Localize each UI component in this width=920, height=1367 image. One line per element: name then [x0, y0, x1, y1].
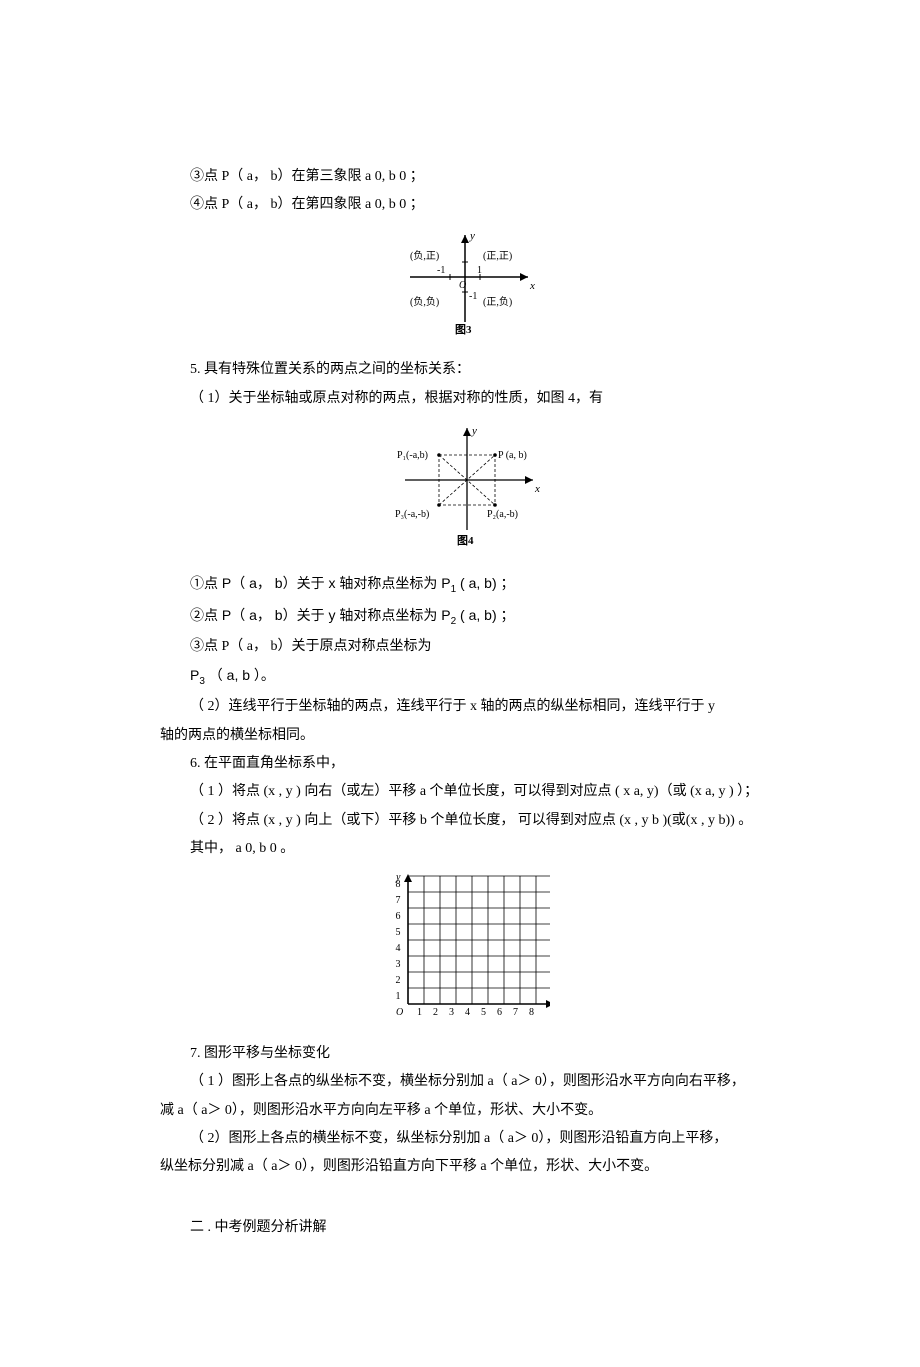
svg-text:3: 3: [396, 959, 401, 970]
svg-text:1: 1: [477, 265, 482, 276]
svg-text:(负,正): (负,正): [410, 249, 439, 262]
quadrant-3-rule: ③点 P（ a， b）在第三象限 a 0, b 0 ；: [160, 166, 780, 188]
section-6-heading: 6. 在平面直角坐标系中，: [160, 753, 780, 775]
svg-text:P₂(a,-b): P₂(a,-b): [487, 509, 518, 520]
svg-text:1: 1: [417, 1007, 422, 1018]
section-6-2: （ 2 ）将点 (x , y ) 向上（或下）平移 b 个单位长度， 可以得到对…: [160, 810, 780, 832]
section-6-1: （ 1 ）将点 (x , y ) 向右（或左）平移 a 个单位长度，可以得到对应…: [160, 781, 780, 803]
svg-text:O: O: [396, 1007, 403, 1018]
svg-text:1: 1: [396, 991, 401, 1002]
section-7-2-line1: （ 2）图形上各点的横坐标不变，纵坐标分别加 a（ a＞ 0），则图形沿铅直方向…: [160, 1128, 780, 1150]
section-7-2-line2: 纵坐标分别减 a（ a＞ 0），则图形沿铅直方向下平移 a 个单位，形状、大小不…: [160, 1156, 780, 1178]
symmetric-origin-value: P3 （ a, b ）。: [160, 664, 780, 690]
section-7-1-line2: 减 a（ a＞ 0），则图形沿水平方向向左平移 a 个单位，形状、大小不变。: [160, 1100, 780, 1122]
figure-3-quadrants: yx1-1-1O(正,正)(负,正)(负,负)(正,负)图3: [160, 227, 780, 345]
section-5-heading: 5. 具有特殊位置关系的两点之间的坐标关系：: [160, 359, 780, 381]
section-5-1: （ 1）关于坐标轴或原点对称的两点，根据对称的性质，如图 4，有: [160, 388, 780, 410]
svg-text:x: x: [529, 280, 535, 292]
svg-text:O: O: [459, 280, 466, 291]
svg-text:7: 7: [396, 895, 401, 906]
svg-text:5: 5: [481, 1007, 486, 1018]
symmetric-x-axis: ①点 P（ a， b）关于 x 轴对称点坐标为 P1 ( a, b) ；: [160, 572, 780, 598]
symmetric-y-axis: ②点 P（ a， b）关于 y 轴对称点坐标为 P2 ( a, b) ；: [160, 604, 780, 630]
section-7-1-line1: （ 1 ）图形上各点的纵坐标不变，横坐标分别加 a（ a＞ 0），则图形沿水平方…: [160, 1071, 780, 1093]
svg-text:8: 8: [529, 1007, 534, 1018]
svg-text:(正,负): (正,负): [483, 295, 512, 308]
figure-4-symmetric-points: P (a, b) P₁(-a,b) P₂(a,-b) P₃(-a,-b) y x 图4: [160, 420, 780, 558]
svg-text:P₃(-a,-b): P₃(-a,-b): [395, 509, 429, 520]
svg-text:图3: 图3: [455, 323, 472, 336]
svg-text:2: 2: [396, 975, 401, 986]
section-5-2-line1: （ 2）连线平行于坐标轴的两点，连线平行于 x 轴的两点的纵坐标相同，连线平行于…: [160, 696, 780, 718]
symmetric-origin-label: ③点 P（ a， b）关于原点对称点坐标为: [160, 636, 780, 658]
section-6-3: 其中， a 0, b 0 。: [160, 838, 780, 860]
svg-text:4: 4: [465, 1007, 470, 1018]
svg-text:y: y: [395, 872, 401, 883]
svg-text:(正,正): (正,正): [483, 251, 512, 262]
svg-text:图4: 图4: [457, 534, 474, 547]
svg-text:x: x: [534, 483, 540, 495]
svg-text:P (a, b): P (a, b): [498, 450, 527, 461]
svg-text:6: 6: [396, 911, 401, 922]
svg-text:(负,负): (负,负): [410, 295, 439, 308]
svg-text:y: y: [469, 230, 475, 242]
svg-text:-1: -1: [469, 291, 477, 302]
quadrant-4-rule: ④点 P（ a， b）在第四象限 a 0, b 0 ；: [160, 194, 780, 216]
svg-text:7: 7: [513, 1007, 518, 1018]
svg-text:6: 6: [497, 1007, 502, 1018]
section-7-heading: 7. 图形平移与坐标变化: [160, 1043, 780, 1065]
svg-text:3: 3: [449, 1007, 454, 1018]
svg-text:4: 4: [396, 943, 401, 954]
figure-grid-8x8: 8765432112345678Oyx: [160, 870, 780, 1028]
svg-text:2: 2: [433, 1007, 438, 1018]
svg-text:5: 5: [396, 927, 401, 938]
section-5-2-line2: 轴的两点的横坐标相同。: [160, 725, 780, 747]
svg-text:-1: -1: [437, 265, 445, 276]
svg-text:P₁(-a,b): P₁(-a,b): [397, 450, 428, 461]
svg-text:y: y: [471, 425, 477, 437]
section-2-heading: 二 . 中考例题分析讲解: [190, 1217, 780, 1239]
